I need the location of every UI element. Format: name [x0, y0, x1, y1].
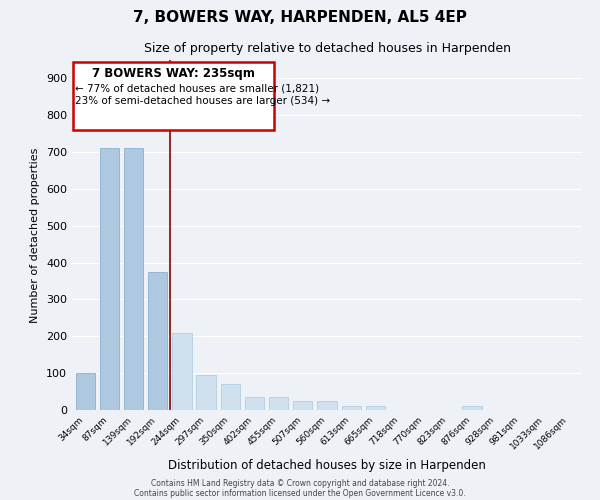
Text: Contains HM Land Registry data © Crown copyright and database right 2024.: Contains HM Land Registry data © Crown c… — [151, 478, 449, 488]
Text: 23% of semi-detached houses are larger (534) →: 23% of semi-detached houses are larger (… — [75, 96, 330, 106]
X-axis label: Distribution of detached houses by size in Harpenden: Distribution of detached houses by size … — [168, 460, 486, 472]
Bar — [463, 406, 482, 410]
Text: 7, BOWERS WAY, HARPENDEN, AL5 4EP: 7, BOWERS WAY, HARPENDEN, AL5 4EP — [133, 10, 467, 25]
Bar — [100, 148, 119, 410]
Bar — [221, 384, 240, 410]
Text: 7 BOWERS WAY: 235sqm: 7 BOWERS WAY: 235sqm — [92, 68, 255, 80]
Bar — [196, 375, 216, 410]
Bar — [124, 148, 143, 410]
Bar — [76, 373, 95, 410]
Title: Size of property relative to detached houses in Harpenden: Size of property relative to detached ho… — [143, 42, 511, 54]
Bar — [365, 406, 385, 410]
Bar — [172, 332, 191, 410]
Bar — [341, 406, 361, 410]
Text: ← 77% of detached houses are smaller (1,821): ← 77% of detached houses are smaller (1,… — [75, 84, 319, 94]
Bar — [269, 397, 289, 410]
FancyBboxPatch shape — [73, 62, 274, 130]
Y-axis label: Number of detached properties: Number of detached properties — [31, 148, 40, 322]
Bar — [148, 272, 167, 410]
Text: Contains public sector information licensed under the Open Government Licence v3: Contains public sector information licen… — [134, 488, 466, 498]
Bar — [293, 401, 313, 410]
Bar — [245, 397, 264, 410]
Bar — [317, 401, 337, 410]
